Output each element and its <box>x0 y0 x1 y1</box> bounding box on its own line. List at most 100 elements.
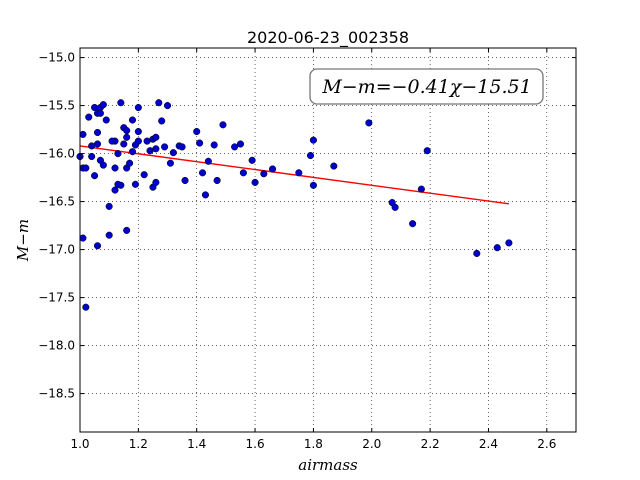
data-point <box>248 156 256 164</box>
data-point <box>79 130 87 138</box>
data-point <box>102 116 110 124</box>
data-point <box>131 180 139 188</box>
data-point <box>123 133 131 141</box>
y-tick-label: −16.0 <box>38 147 75 161</box>
data-point <box>163 102 172 110</box>
data-points <box>76 99 513 311</box>
data-point <box>152 178 160 186</box>
data-point <box>131 141 139 149</box>
y-axis-label: M−m <box>14 219 32 262</box>
data-point <box>93 128 102 137</box>
data-point <box>152 133 160 141</box>
data-point <box>196 139 204 147</box>
data-point <box>409 220 417 228</box>
data-point <box>111 164 119 172</box>
y-tick-label: −15.5 <box>38 99 75 113</box>
data-point <box>155 99 163 107</box>
data-point <box>204 157 212 165</box>
data-point <box>105 231 113 239</box>
data-point <box>108 137 116 145</box>
x-tick-label: 1.2 <box>129 437 148 451</box>
data-point <box>309 136 317 144</box>
x-tick-label: 2.6 <box>537 437 556 451</box>
annotation-box <box>309 68 544 105</box>
data-point <box>330 162 338 170</box>
data-point <box>219 121 227 129</box>
data-point <box>295 169 303 177</box>
plot-frame <box>79 47 577 433</box>
data-point <box>306 151 315 160</box>
data-point <box>365 119 373 127</box>
data-point <box>120 140 128 148</box>
x-tick-label: 1.8 <box>304 437 323 451</box>
data-point <box>213 176 221 185</box>
data-point <box>88 152 96 161</box>
data-point <box>417 185 425 193</box>
data-point <box>123 226 131 234</box>
data-point <box>493 244 501 252</box>
y-tick-label: −16.5 <box>38 195 75 209</box>
data-point <box>423 147 431 155</box>
data-point <box>201 191 210 199</box>
data-point <box>473 249 481 257</box>
y-tick-label: −15.0 <box>38 51 75 65</box>
y-tick-label: −18.5 <box>38 387 75 401</box>
x-tick-label: 1.6 <box>246 437 265 451</box>
x-tick-label: 1.4 <box>187 437 206 451</box>
data-point <box>93 242 102 250</box>
data-point <box>505 239 513 247</box>
y-tick-label: −17.5 <box>38 291 75 305</box>
data-point <box>260 170 268 178</box>
data-point <box>181 176 189 185</box>
data-point <box>134 103 142 112</box>
chart-title: 2020-06-23_002358 <box>247 28 409 48</box>
data-point <box>99 101 107 109</box>
data-point <box>236 140 245 148</box>
data-point <box>169 149 177 157</box>
data-point <box>193 127 201 136</box>
data-point <box>134 127 142 136</box>
data-point <box>82 164 90 172</box>
grid <box>79 48 576 432</box>
data-point <box>269 165 277 173</box>
fit-line-group <box>79 145 509 205</box>
data-point <box>198 169 207 177</box>
data-point <box>166 159 174 167</box>
data-point <box>239 169 247 177</box>
data-point <box>117 181 125 189</box>
data-point <box>251 178 259 186</box>
data-point <box>111 186 119 194</box>
data-point <box>231 143 239 151</box>
data-point <box>91 172 99 180</box>
data-point <box>117 99 125 107</box>
y-tick-label: −18.0 <box>38 339 75 353</box>
data-point <box>161 143 169 151</box>
data-point <box>126 159 134 167</box>
y-tick-label: −17.0 <box>38 243 75 257</box>
annotation-text: M−m=−0.41χ−15.51 <box>321 76 531 98</box>
data-point <box>105 202 113 210</box>
x-axis-label: airmass <box>298 456 358 474</box>
x-tick-label: 2.4 <box>479 437 498 451</box>
data-point <box>391 203 399 211</box>
data-point <box>99 161 107 169</box>
data-point <box>114 150 122 158</box>
data-point <box>128 116 137 124</box>
data-point <box>152 145 160 153</box>
x-tick-label: 2.2 <box>421 437 440 451</box>
data-point <box>309 181 317 189</box>
x-tick-label: 1.0 <box>70 437 89 451</box>
data-point <box>79 234 87 242</box>
data-point <box>123 127 131 135</box>
fit-line <box>79 145 509 205</box>
data-point <box>158 117 166 125</box>
data-point <box>140 171 148 179</box>
x-tick-label: 2.0 <box>362 437 381 451</box>
fit-annotation: M−m=−0.41χ−15.51 <box>309 68 544 105</box>
data-point <box>128 148 137 156</box>
data-point <box>85 113 93 121</box>
data-point <box>178 143 186 151</box>
data-point <box>93 140 102 148</box>
data-point <box>82 303 90 311</box>
